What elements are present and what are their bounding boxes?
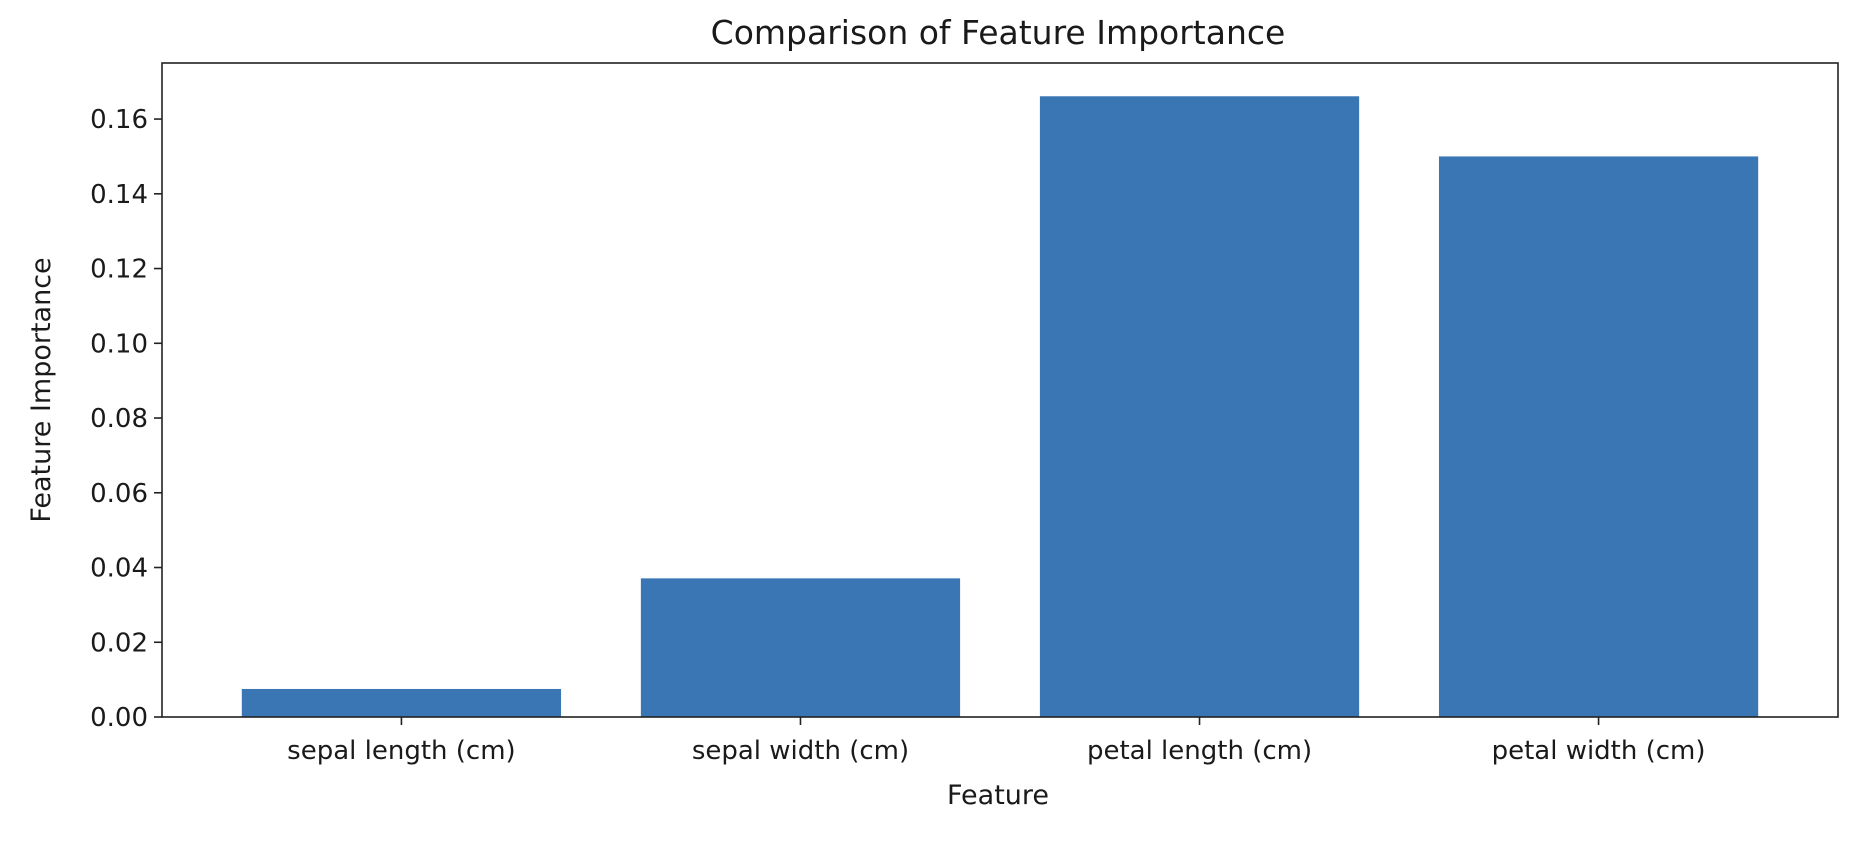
- bars-group: [241, 96, 1759, 718]
- y-tick-label: 0.16: [90, 105, 148, 135]
- x-tick-label: sepal width (cm): [692, 736, 909, 766]
- y-tick-label: 0.10: [90, 329, 148, 359]
- y-tick-label: 0.06: [90, 479, 148, 509]
- chart-title: Comparison of Feature Importance: [711, 13, 1286, 52]
- x-tick-label: petal length (cm): [1087, 736, 1312, 766]
- bar-sepal-length-cm: [241, 688, 562, 717]
- y-axis-ticks: 0.00 0.02 0.04 0.06 0.08 0.10 0.12 0.14 0.16: [90, 105, 162, 733]
- y-tick-label: 0.04: [90, 554, 148, 584]
- plot-frame: [161, 62, 1839, 718]
- y-tick-label: 0.08: [90, 404, 148, 434]
- y-axis-title: Feature Importance: [26, 257, 57, 522]
- bar-sepal-width-cm: [640, 578, 961, 717]
- y-tick-label: 0.14: [90, 180, 148, 210]
- x-axis-title: Feature: [947, 780, 1049, 811]
- y-tick-label: 0.02: [90, 628, 148, 658]
- x-axis-ticks: sepal length (cm) sepal width (cm) petal l…: [287, 717, 1706, 766]
- y-tick-label: 0.12: [90, 255, 148, 285]
- y-tick-label: 0.00: [90, 703, 148, 733]
- bar-petal-width-cm: [1438, 156, 1759, 717]
- x-tick-label: sepal length (cm): [287, 736, 516, 766]
- bar-petal-length-cm: [1039, 96, 1360, 718]
- x-tick-label: petal width (cm): [1492, 736, 1706, 766]
